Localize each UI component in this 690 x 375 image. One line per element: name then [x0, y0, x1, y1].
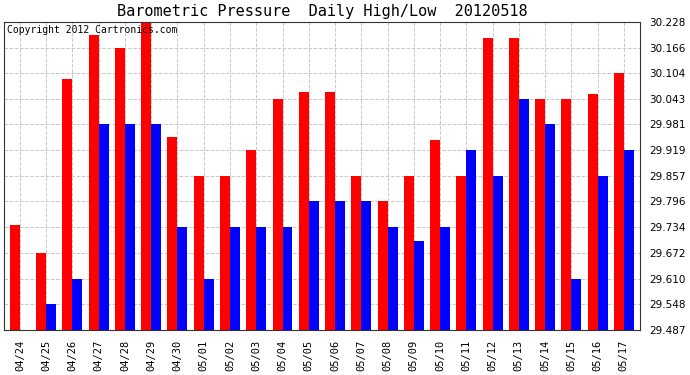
Bar: [571, 279, 581, 330]
Bar: [614, 73, 624, 330]
Bar: [562, 99, 571, 330]
Bar: [535, 99, 545, 330]
Bar: [335, 201, 345, 330]
Title: Barometric Pressure  Daily High/Low  20120518: Barometric Pressure Daily High/Low 20120…: [117, 4, 527, 19]
Bar: [362, 201, 371, 330]
Bar: [141, 22, 151, 330]
Bar: [246, 150, 256, 330]
Bar: [256, 227, 266, 330]
Bar: [204, 279, 214, 330]
Bar: [519, 99, 529, 330]
Bar: [63, 79, 72, 330]
Bar: [509, 38, 519, 330]
Bar: [351, 176, 362, 330]
Bar: [46, 304, 56, 330]
Bar: [377, 201, 388, 330]
Bar: [168, 137, 177, 330]
Bar: [299, 92, 308, 330]
Bar: [230, 227, 240, 330]
Bar: [388, 227, 397, 330]
Text: Copyright 2012 Cartronics.com: Copyright 2012 Cartronics.com: [8, 25, 178, 35]
Bar: [177, 227, 188, 330]
Bar: [308, 201, 319, 330]
Bar: [194, 176, 204, 330]
Bar: [325, 92, 335, 330]
Bar: [99, 124, 108, 330]
Bar: [36, 253, 46, 330]
Bar: [220, 176, 230, 330]
Bar: [282, 227, 293, 330]
Bar: [89, 36, 99, 330]
Bar: [545, 124, 555, 330]
Bar: [440, 227, 450, 330]
Bar: [404, 176, 414, 330]
Bar: [598, 176, 608, 330]
Bar: [273, 99, 282, 330]
Bar: [456, 176, 466, 330]
Bar: [10, 225, 20, 330]
Bar: [493, 176, 502, 330]
Bar: [624, 150, 634, 330]
Bar: [125, 124, 135, 330]
Bar: [151, 124, 161, 330]
Bar: [414, 241, 424, 330]
Bar: [588, 94, 598, 330]
Bar: [72, 279, 82, 330]
Bar: [482, 38, 493, 330]
Bar: [466, 150, 476, 330]
Bar: [430, 140, 440, 330]
Bar: [115, 48, 125, 330]
